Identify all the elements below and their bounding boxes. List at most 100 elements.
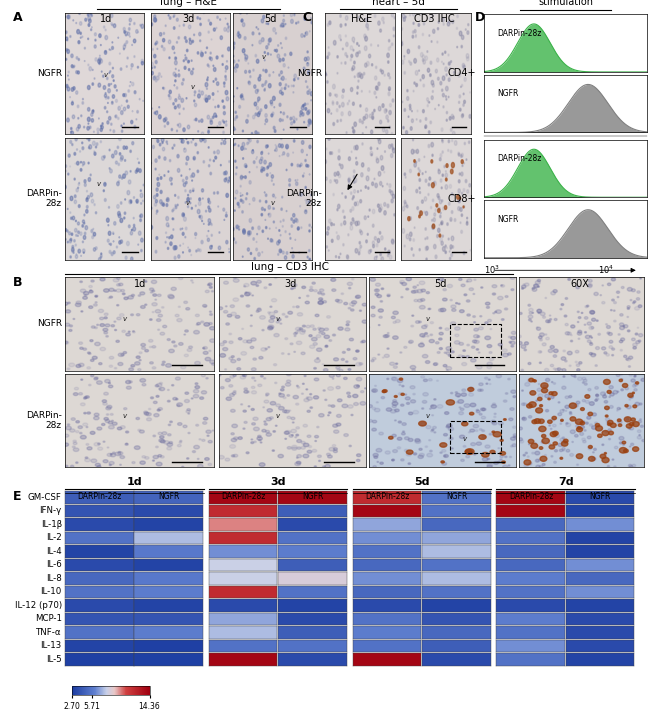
Circle shape	[176, 42, 177, 43]
Circle shape	[126, 386, 131, 390]
Circle shape	[560, 438, 565, 442]
Circle shape	[280, 118, 281, 122]
Circle shape	[256, 106, 259, 110]
Circle shape	[185, 190, 186, 192]
Circle shape	[525, 453, 527, 454]
Circle shape	[192, 450, 196, 453]
Circle shape	[213, 67, 216, 72]
Circle shape	[195, 143, 197, 146]
Circle shape	[104, 332, 108, 334]
Circle shape	[529, 311, 532, 314]
Circle shape	[408, 412, 413, 415]
Circle shape	[116, 340, 120, 342]
Text: DARPin-28z: DARPin-28z	[221, 492, 266, 501]
Circle shape	[439, 224, 440, 226]
Circle shape	[451, 305, 456, 308]
Circle shape	[223, 341, 227, 343]
Circle shape	[107, 77, 108, 79]
Circle shape	[143, 184, 144, 186]
Circle shape	[432, 225, 435, 229]
Circle shape	[119, 175, 121, 178]
Circle shape	[404, 450, 408, 452]
Circle shape	[150, 288, 154, 291]
Circle shape	[618, 420, 622, 424]
Circle shape	[424, 211, 425, 213]
Circle shape	[597, 434, 602, 437]
Circle shape	[183, 179, 184, 182]
Circle shape	[391, 43, 393, 46]
Circle shape	[66, 465, 68, 467]
Circle shape	[305, 186, 306, 188]
Circle shape	[421, 289, 426, 292]
Circle shape	[231, 455, 235, 457]
Circle shape	[391, 316, 395, 319]
Circle shape	[65, 323, 70, 326]
Circle shape	[442, 235, 443, 237]
Circle shape	[158, 314, 162, 317]
Circle shape	[83, 236, 86, 239]
Circle shape	[462, 114, 463, 118]
Circle shape	[226, 241, 228, 244]
Circle shape	[521, 403, 525, 405]
Text: v: v	[122, 316, 127, 322]
Circle shape	[286, 146, 288, 149]
Circle shape	[328, 135, 330, 140]
Circle shape	[563, 350, 566, 352]
Circle shape	[78, 117, 79, 119]
Circle shape	[469, 412, 474, 415]
Circle shape	[282, 120, 283, 121]
Circle shape	[224, 178, 226, 182]
Circle shape	[95, 296, 98, 297]
Circle shape	[458, 396, 460, 397]
Circle shape	[532, 288, 537, 291]
Circle shape	[258, 384, 262, 387]
Circle shape	[534, 284, 538, 288]
Circle shape	[173, 228, 174, 231]
Circle shape	[445, 67, 447, 72]
Circle shape	[64, 185, 66, 189]
Circle shape	[268, 325, 274, 329]
Circle shape	[331, 152, 333, 155]
Circle shape	[306, 81, 307, 82]
Circle shape	[309, 89, 310, 92]
Circle shape	[487, 362, 493, 366]
Circle shape	[190, 202, 191, 204]
Circle shape	[371, 306, 375, 309]
Circle shape	[106, 336, 109, 337]
Circle shape	[540, 362, 541, 364]
Circle shape	[279, 249, 281, 253]
Circle shape	[393, 321, 396, 324]
Circle shape	[396, 363, 398, 364]
Circle shape	[283, 129, 284, 130]
Circle shape	[293, 92, 294, 93]
Circle shape	[431, 41, 432, 42]
Circle shape	[565, 324, 568, 326]
Circle shape	[112, 154, 114, 158]
Circle shape	[504, 419, 506, 420]
Circle shape	[101, 125, 103, 129]
Circle shape	[292, 447, 297, 450]
Circle shape	[282, 58, 284, 61]
Circle shape	[442, 53, 443, 55]
Circle shape	[70, 238, 72, 241]
Circle shape	[339, 34, 341, 39]
Circle shape	[113, 251, 115, 253]
Circle shape	[368, 216, 369, 218]
Circle shape	[570, 417, 576, 421]
Circle shape	[522, 288, 523, 289]
Circle shape	[183, 60, 185, 62]
Circle shape	[138, 369, 141, 371]
Circle shape	[619, 323, 624, 326]
Circle shape	[376, 157, 378, 160]
Circle shape	[264, 421, 266, 422]
Circle shape	[565, 360, 567, 362]
Circle shape	[343, 243, 344, 246]
Circle shape	[567, 352, 572, 355]
Circle shape	[397, 379, 403, 382]
Circle shape	[449, 251, 450, 252]
Circle shape	[383, 390, 387, 392]
Circle shape	[92, 69, 93, 70]
Circle shape	[542, 463, 545, 465]
Circle shape	[537, 309, 541, 313]
Circle shape	[521, 369, 524, 371]
